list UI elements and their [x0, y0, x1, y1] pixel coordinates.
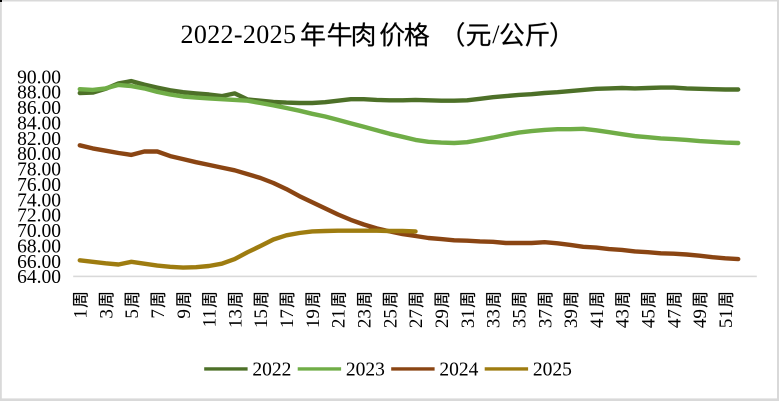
svg-text:31: 31: [458, 309, 479, 328]
svg-text:82.00: 82.00: [17, 129, 61, 150]
svg-text:37: 37: [535, 309, 556, 328]
svg-text:90.00: 90.00: [17, 67, 61, 88]
svg-text:29: 29: [432, 309, 453, 328]
svg-text:45: 45: [639, 309, 660, 328]
svg-text:2023: 2023: [346, 359, 385, 380]
svg-text:72.00: 72.00: [17, 206, 61, 227]
svg-text:25: 25: [380, 309, 401, 328]
svg-text:27: 27: [406, 309, 427, 328]
svg-text:2025: 2025: [533, 359, 572, 380]
svg-text:47: 47: [664, 309, 685, 328]
svg-text:23: 23: [355, 309, 376, 328]
svg-text:64.00: 64.00: [17, 267, 61, 288]
svg-text:66.00: 66.00: [17, 252, 61, 273]
svg-text:13: 13: [225, 309, 246, 328]
svg-text:35: 35: [509, 309, 530, 328]
svg-text:33: 33: [484, 309, 505, 328]
svg-text:70.00: 70.00: [17, 221, 61, 242]
svg-text:5: 5: [122, 309, 143, 319]
svg-text:2024: 2024: [439, 359, 478, 380]
svg-text:74.00: 74.00: [17, 190, 61, 211]
svg-text:49: 49: [690, 309, 711, 328]
svg-text:19: 19: [303, 309, 324, 328]
svg-text:3: 3: [96, 309, 117, 319]
svg-text:9: 9: [174, 309, 195, 319]
svg-text:1: 1: [71, 309, 92, 319]
svg-text:21: 21: [329, 309, 350, 328]
svg-text:51: 51: [716, 309, 737, 328]
svg-text:11: 11: [200, 309, 221, 327]
svg-text:17: 17: [277, 309, 298, 328]
svg-text:84.00: 84.00: [17, 113, 61, 134]
svg-text:88.00: 88.00: [17, 83, 61, 104]
svg-text:43: 43: [613, 309, 634, 328]
svg-text:2022-2025: 2022-2025: [181, 20, 297, 49]
svg-text:80.00: 80.00: [17, 144, 61, 165]
svg-text:2022: 2022: [252, 359, 291, 380]
svg-text:76.00: 76.00: [17, 175, 61, 196]
svg-text:15: 15: [251, 309, 272, 328]
svg-text:68.00: 68.00: [17, 236, 61, 257]
svg-text:78.00: 78.00: [17, 160, 61, 181]
svg-text:/: /: [492, 20, 500, 49]
svg-text:41: 41: [587, 309, 608, 328]
svg-text:39: 39: [561, 309, 582, 328]
svg-text:86.00: 86.00: [17, 98, 61, 119]
svg-text:7: 7: [148, 309, 169, 319]
